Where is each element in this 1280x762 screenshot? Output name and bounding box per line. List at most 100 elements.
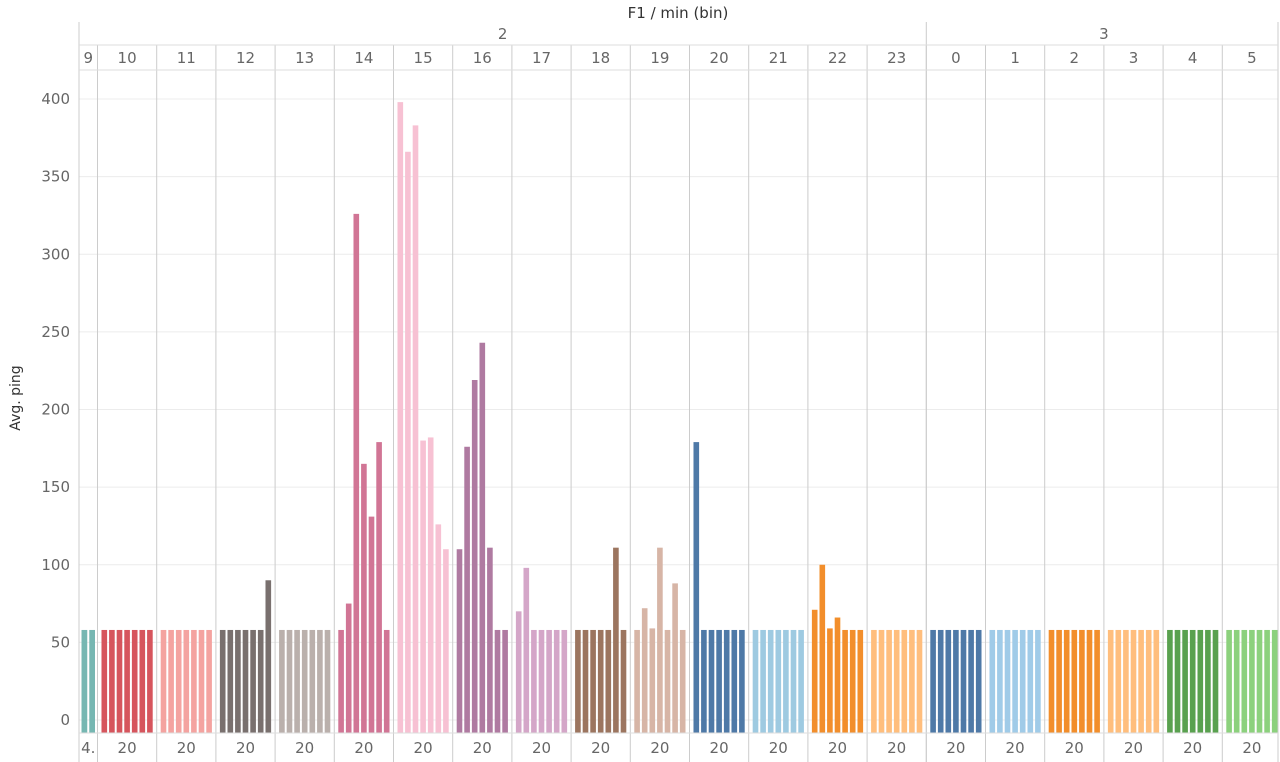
bar (783, 629, 789, 733)
bar (752, 629, 759, 733)
bar (975, 629, 982, 733)
panel-footer-label: 20 (118, 739, 137, 757)
bar (250, 629, 256, 733)
bar (301, 629, 308, 733)
bar (1115, 629, 1122, 733)
panel-header-label: 14 (354, 49, 373, 67)
bar (206, 629, 212, 733)
bar (597, 629, 604, 733)
bar (338, 629, 344, 733)
bar (937, 629, 944, 733)
bar (1004, 629, 1011, 733)
bar (775, 629, 782, 733)
bar (464, 446, 470, 733)
bar (842, 629, 848, 733)
panel-header-label: 16 (473, 49, 492, 67)
bar (1012, 629, 1018, 733)
panel-footer-label: 20 (354, 739, 373, 757)
bar (1094, 629, 1100, 733)
bar (397, 102, 404, 734)
bar (1123, 629, 1129, 733)
bar (553, 629, 560, 733)
y-tick-label: 50 (51, 633, 70, 651)
panel-footer-label: 20 (1065, 739, 1084, 757)
bar (1271, 629, 1278, 733)
bar (546, 629, 552, 733)
bar (309, 629, 316, 733)
bar (1086, 629, 1093, 733)
bar (590, 629, 596, 733)
bar (819, 564, 826, 733)
bar (405, 151, 411, 733)
bar (886, 629, 892, 733)
bar (1197, 629, 1204, 733)
bar (664, 629, 671, 733)
bar (265, 580, 272, 733)
bar (834, 617, 841, 733)
group-header-label: 3 (1099, 25, 1109, 43)
bar (456, 549, 463, 733)
panel-header-label: 19 (650, 49, 669, 67)
panel-footer-label: 20 (828, 739, 847, 757)
bar (443, 549, 449, 733)
panel-header-label: 2 (1070, 49, 1080, 67)
bar (471, 380, 478, 733)
chart-title: F1 / min (bin) (628, 4, 729, 22)
bar (582, 629, 589, 733)
bar (708, 629, 715, 733)
bar (716, 629, 722, 733)
panel-footer-label: 20 (710, 739, 729, 757)
panel-footer-label: 20 (1242, 739, 1261, 757)
bar (1174, 629, 1181, 733)
bar (1056, 629, 1062, 733)
bar (953, 629, 959, 733)
panel-footer-label: 20 (591, 739, 610, 757)
bar (723, 629, 730, 733)
bar (376, 442, 382, 733)
bar (1182, 629, 1188, 733)
panel-header-label: 1 (1010, 49, 1020, 67)
bar (901, 629, 908, 733)
bar (613, 547, 619, 733)
bar (89, 629, 95, 733)
bar (242, 629, 249, 733)
bar (487, 547, 493, 733)
bar (790, 629, 797, 733)
bar (739, 629, 745, 733)
bar (361, 463, 367, 733)
panel-footer-label: 20 (1183, 739, 1202, 757)
bar (1167, 629, 1173, 733)
bar (731, 629, 738, 733)
group-header-label: 2 (498, 25, 508, 43)
bar (909, 629, 915, 733)
bar (916, 629, 923, 733)
panel-dividers (78, 22, 1279, 762)
bar (605, 629, 612, 733)
bar (109, 629, 115, 733)
y-tick-label: 0 (60, 711, 70, 729)
bar (81, 629, 88, 733)
bar (827, 628, 833, 733)
bar (857, 629, 864, 733)
panel-footer-label: 20 (414, 739, 433, 757)
bar (561, 629, 568, 733)
bar (849, 629, 856, 733)
panel-header-label: 13 (295, 49, 314, 67)
bar (1130, 629, 1137, 733)
bar (139, 629, 146, 733)
bar (131, 629, 138, 733)
bar (538, 629, 545, 733)
panel-header-label: 9 (83, 49, 93, 67)
bar (1212, 629, 1219, 733)
bar (435, 524, 442, 733)
y-axis: 0 50 100 150 200 250 300 350 400 (41, 90, 70, 729)
bar (160, 629, 167, 733)
column-headers: 2 39 10 11 12 13 14 15 16 17 18 19 20 21 22 23 0 1 2 3 4 5 (79, 25, 1278, 71)
bar (420, 440, 426, 733)
panel-footer-label: 20 (946, 739, 965, 757)
bar (767, 629, 774, 733)
y-tick-label: 250 (41, 323, 70, 341)
bar (523, 567, 530, 733)
bar (1256, 629, 1263, 733)
